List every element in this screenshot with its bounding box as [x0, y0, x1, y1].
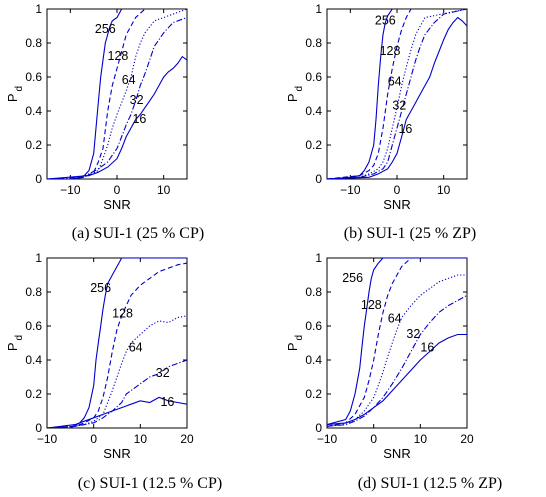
y-tick-label: 0.6 [305, 70, 322, 84]
y-tick-label: 0.4 [305, 353, 322, 367]
x-tick-label: 0 [114, 183, 121, 197]
series-line-256 [327, 258, 467, 426]
series-annotation-256: 256 [342, 271, 363, 285]
series-annotation-128: 128 [380, 44, 401, 58]
y-tick-label: 0.6 [305, 319, 322, 333]
plot-frame [46, 8, 188, 180]
x-tick-label: 0 [394, 183, 401, 197]
series-annotation-256: 256 [375, 13, 396, 27]
y-tick-label: 0.8 [25, 36, 42, 50]
x-tick-label: −10 [37, 432, 58, 446]
y-axis-label-subscript: d [294, 335, 305, 341]
series-annotation-32: 32 [156, 366, 170, 380]
x-tick-label: 10 [134, 432, 148, 446]
series-annotation-32: 32 [406, 327, 420, 341]
series-annotation-128: 128 [108, 49, 129, 63]
series-line-32 [327, 9, 467, 179]
y-tick-label: 1 [35, 251, 42, 265]
x-tick-label: 10 [414, 432, 428, 446]
series-line-32 [47, 16, 187, 179]
x-tick-label: 10 [157, 183, 171, 197]
x-tick-label: 20 [460, 432, 474, 446]
y-axis-label: Pd [5, 335, 25, 351]
series-line-128 [47, 262, 187, 428]
series-line-32 [47, 359, 187, 428]
y-tick-label: 0.2 [25, 138, 42, 152]
y-axis-label: Pd [285, 86, 305, 102]
series-line-256 [327, 9, 467, 179]
y-tick-label: 0 [35, 172, 42, 186]
x-tick-label: 0 [90, 432, 97, 446]
series-line-128 [47, 9, 187, 179]
series-line-16 [47, 55, 187, 179]
series-line-256 [47, 9, 187, 179]
y-tick-label: 0 [315, 172, 322, 186]
y-axis-label-subscript: d [294, 86, 305, 92]
series-annotation-32: 32 [392, 98, 406, 112]
y-tick-label: 0.4 [25, 353, 42, 367]
series-annotation-256: 256 [95, 22, 116, 36]
series-annotation-64: 64 [388, 75, 402, 89]
y-tick-label: 0.6 [25, 319, 42, 333]
series-annotation-16: 16 [420, 341, 434, 355]
series-line-128 [327, 9, 467, 179]
plot-frame [46, 257, 188, 429]
series-annotation-32: 32 [130, 93, 144, 107]
series-line-16 [47, 396, 187, 428]
y-tick-label: 1 [35, 2, 42, 16]
y-tick-label: 1 [315, 251, 322, 265]
y-tick-label: 0.2 [305, 138, 322, 152]
y-axis-label: Pd [285, 335, 305, 351]
series-line-128 [327, 258, 467, 427]
series-annotation-64: 64 [129, 341, 143, 355]
series-annotation-128: 128 [361, 298, 382, 312]
series-annotation-16: 16 [160, 395, 174, 409]
series-line-16 [327, 333, 467, 426]
y-tick-label: 1 [315, 2, 322, 16]
x-axis-label: SNR [103, 446, 130, 461]
series-annotation-64: 64 [122, 73, 136, 87]
chart-panel: −10 0 10 2000.20.40.60.81SNRPd256128643216(… [5, 251, 222, 492]
series-line-64 [47, 9, 187, 179]
series-annotation-64: 64 [388, 312, 402, 326]
x-tick-label: 10 [437, 183, 451, 197]
x-tick-label: 20 [180, 432, 194, 446]
y-tick-label: 0 [315, 421, 322, 435]
chart-caption: (b) SUI-1 (25 % ZP) [344, 225, 476, 242]
chart-panel: −10 0 10 0 0.2 0.4 0.6 0.8 1 SNR Pd 256 128 64 32 16 (b)… [285, 2, 476, 242]
series-line-16 [327, 16, 467, 179]
y-tick-label: 0.6 [25, 70, 42, 84]
y-tick-label: 0.2 [305, 387, 322, 401]
x-axis-label: SNR [103, 197, 130, 212]
series-line-256 [47, 258, 187, 428]
series-annotation-16: 16 [398, 122, 412, 136]
chart-caption: (a) SUI-1 (25 % CP) [72, 225, 204, 242]
series-annotation-256: 256 [90, 281, 111, 295]
chart-panel: −10 0 10 2000.20.40.60.81SNRPd256128643216(… [285, 251, 502, 492]
x-tick-label: −10 [317, 432, 338, 446]
y-tick-label: 0.8 [305, 285, 322, 299]
x-axis-label: SNR [383, 197, 410, 212]
x-tick-label: −10 [60, 183, 81, 197]
x-axis-label: SNR [383, 446, 410, 461]
chart-panel: −10 0 10 0 0.2 0.4 0.6 0.8 1 SNR Pd 256 128 64 32 16 (a)… [5, 2, 204, 242]
series-annotation-16: 16 [132, 112, 146, 126]
y-tick-label: 0.4 [25, 104, 42, 118]
y-axis-label: Pd [5, 86, 25, 102]
y-axis-label-subscript: d [14, 86, 25, 92]
y-tick-label: 0.8 [305, 36, 322, 50]
y-tick-label: 0.8 [25, 285, 42, 299]
y-tick-label: 0.4 [305, 104, 322, 118]
x-tick-label: 0 [370, 432, 377, 446]
y-axis-label-subscript: d [14, 335, 25, 341]
chart-caption: (d) SUI-1 (12.5 % ZP) [358, 475, 502, 492]
chart-caption: (c) SUI-1 (12.5 % CP) [78, 475, 222, 492]
y-tick-label: 0.2 [25, 387, 42, 401]
y-tick-label: 0 [35, 421, 42, 435]
series-line-64 [327, 274, 467, 427]
x-tick-label: −10 [340, 183, 361, 197]
series-annotation-128: 128 [112, 307, 133, 321]
